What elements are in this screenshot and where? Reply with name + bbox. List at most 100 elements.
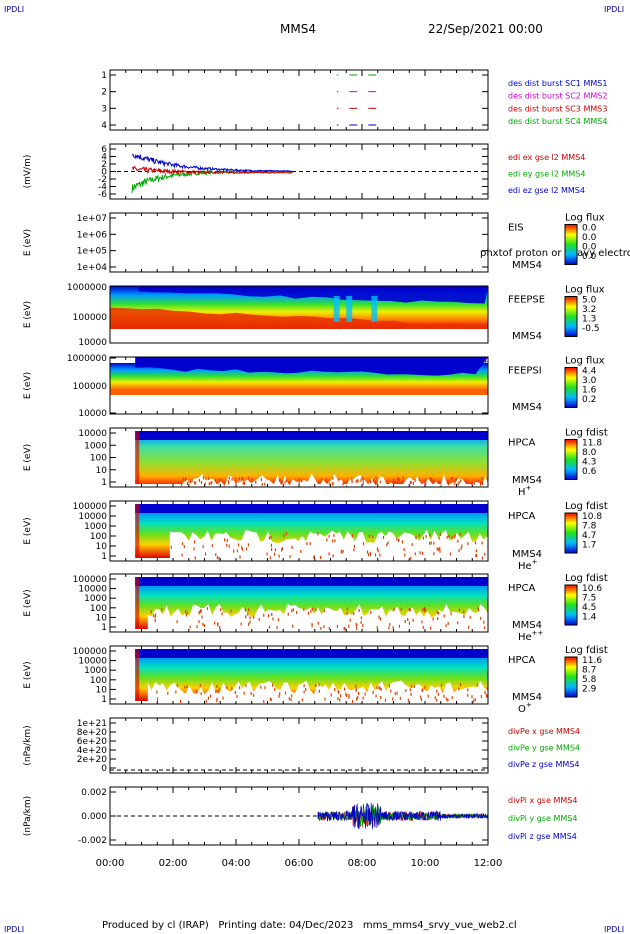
hpca-speckle xyxy=(228,544,230,548)
hpca-speckle xyxy=(361,476,363,480)
hpca-speckle xyxy=(463,614,465,618)
feepsi-speckle xyxy=(479,361,481,364)
hpca-speckle xyxy=(156,690,158,694)
legend-entry: edi ez gse l2 MMS4 xyxy=(508,186,585,195)
colorbar xyxy=(564,296,578,337)
hpca-speckle xyxy=(298,477,300,481)
hpca-speckle xyxy=(436,610,438,614)
colorbar-tick-label: 7.5 xyxy=(582,594,596,604)
panel-frame xyxy=(109,427,489,488)
y-tick-label: 100000 xyxy=(73,382,108,392)
y-tick-label: 10000 xyxy=(78,409,107,419)
hpca-speckle xyxy=(205,699,207,703)
feepsi-orange-band xyxy=(110,389,488,395)
hpca-speckle xyxy=(409,481,412,485)
hpca-speckle xyxy=(152,613,155,617)
hpca-speckle xyxy=(481,556,483,560)
hpca-speckle xyxy=(370,611,372,615)
hpca-speckle xyxy=(301,479,303,483)
colorbar xyxy=(564,512,578,554)
hpca-speckle xyxy=(355,688,357,692)
hpca-speckle xyxy=(457,539,459,543)
feepsi-speckle xyxy=(169,360,172,363)
hpca-speckle xyxy=(230,609,232,613)
hpca-speckle xyxy=(343,687,346,691)
hpca-speckle xyxy=(432,479,435,483)
feepsi-speckle xyxy=(343,362,346,365)
hpca-speckle xyxy=(463,610,465,614)
hpca-speckle xyxy=(393,608,395,612)
hpca-speckle xyxy=(154,615,156,619)
corner-label-top-right: IPDLI xyxy=(604,5,625,14)
hpca-speckle xyxy=(196,625,198,629)
colorbar-tick-label: 2.9 xyxy=(582,685,597,695)
feepsi-speckle xyxy=(149,361,151,364)
hpca-speckle xyxy=(459,683,462,687)
hpca-speckle xyxy=(306,542,308,546)
y-tick-label: -6 xyxy=(98,190,107,200)
hpca-speckle xyxy=(484,552,486,556)
instrument-label: MMS4 xyxy=(512,402,542,413)
hpca-speckle xyxy=(272,617,274,621)
hpca-speckle xyxy=(191,479,193,483)
hpca-speckle xyxy=(247,476,249,480)
hpca-speckle xyxy=(317,532,319,536)
hpca-speckle xyxy=(395,481,397,485)
feepsi-speckle xyxy=(468,364,470,367)
hpca-speckle xyxy=(333,533,335,537)
y-tick-label: 4 xyxy=(101,121,107,131)
hpca-speckle xyxy=(375,476,377,480)
feepsi-speckle xyxy=(372,363,374,366)
hpca-speckle xyxy=(447,479,449,483)
feepsi-speckle xyxy=(397,364,399,367)
hpca-speckle xyxy=(410,556,412,560)
colorbar-tick-label: 8.0 xyxy=(582,448,597,458)
feepsi-speckle xyxy=(164,359,167,362)
hpca-speckle xyxy=(253,693,255,697)
hpca-speckle xyxy=(414,552,416,556)
y-tick-label: 100000 xyxy=(73,313,108,323)
hpca-speckle xyxy=(348,695,350,699)
colorbar-tick-label: 10.6 xyxy=(582,584,602,594)
y-tick-label: 0 xyxy=(101,168,107,178)
hpca-speckle xyxy=(292,624,294,628)
hpca-speckle xyxy=(439,533,442,537)
hpca-speckle xyxy=(200,692,202,696)
hpca-speckle xyxy=(202,545,204,549)
hpca-speckle xyxy=(393,480,395,484)
hpca-speckle xyxy=(315,683,317,687)
hpca-speckle xyxy=(309,542,311,546)
hpca-speckle xyxy=(237,543,240,547)
hpca-speckle xyxy=(156,697,159,701)
hpca-speckle xyxy=(204,482,206,486)
hpca-speckle xyxy=(484,690,486,694)
hpca-speckle xyxy=(436,547,438,551)
hpca-speckle xyxy=(376,626,378,630)
feepsi-speckle xyxy=(140,362,142,365)
hpca-speckle xyxy=(176,620,178,624)
hpca-speckle xyxy=(461,544,463,548)
feepsi-speckle xyxy=(361,360,364,363)
hpca-speckle xyxy=(341,550,343,554)
hpca-speckle xyxy=(419,551,421,555)
hpca-speckle xyxy=(219,625,221,629)
feepse-dropout xyxy=(346,296,353,322)
hpca-speckle xyxy=(206,607,209,611)
hpca-spectrogram-hpca-o xyxy=(135,649,488,703)
hpca-speckle xyxy=(397,477,399,481)
hpca-speckle xyxy=(216,684,218,688)
hpca-speckle xyxy=(189,480,192,484)
hpca-speckle xyxy=(204,552,207,556)
panel-frame xyxy=(109,356,489,415)
hpca-spectrogram-hpca-hepp xyxy=(135,577,488,631)
hpca-speckle xyxy=(411,684,413,688)
feepsi-speckle xyxy=(449,363,451,366)
feepsi-speckle xyxy=(135,362,137,365)
hpca-speckle xyxy=(451,535,453,539)
colorbar-title: Log fdist xyxy=(565,645,608,656)
y-tick-label: 10 xyxy=(96,685,108,695)
hpca-speckle xyxy=(418,478,420,482)
colorbar-tick-label: 3.2 xyxy=(582,305,596,315)
feepsi-speckle xyxy=(149,363,152,366)
y-tick-label: 1000000 xyxy=(67,354,107,364)
